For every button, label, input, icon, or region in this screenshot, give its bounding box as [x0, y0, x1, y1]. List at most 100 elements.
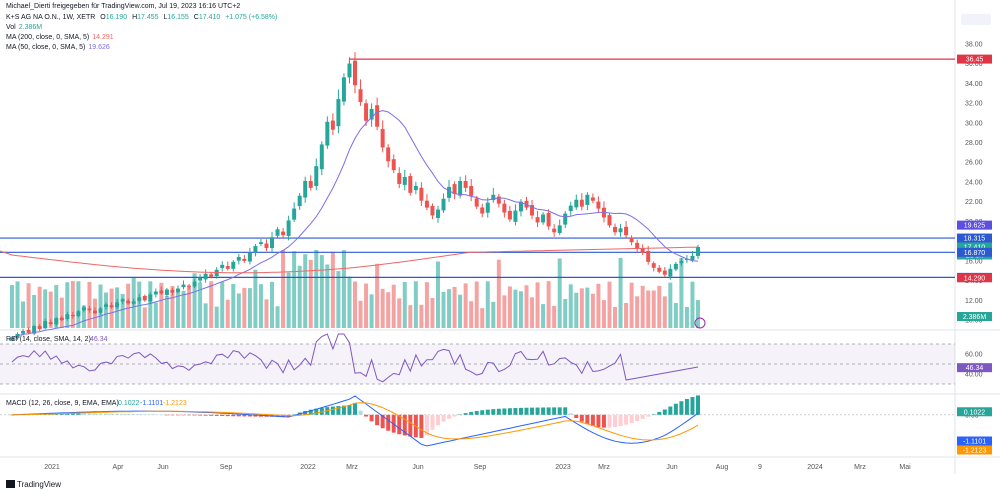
macd-line-header: -1.1101 [140, 400, 163, 407]
macd-hist-bar [502, 408, 507, 415]
candle-body [485, 202, 490, 213]
volume-bar [175, 290, 180, 328]
volume-bar [142, 307, 147, 328]
volume-bar [452, 286, 457, 328]
macd-signal-value-text: -1.2123 [963, 448, 987, 455]
price-tick-label: 16.00 [965, 258, 983, 265]
macd-hist-bar [375, 414, 380, 426]
macd-hist-bar [247, 414, 252, 417]
candle-body [347, 63, 352, 78]
volume-bar [546, 281, 551, 328]
candle-body [690, 255, 695, 261]
volume-bar [391, 284, 396, 328]
x-tick-label: Aug [716, 464, 729, 471]
macd-hist-bar [148, 414, 153, 415]
macd-hist-bar [624, 414, 629, 425]
price-label-text: 36.45 [966, 57, 984, 64]
candle-body [109, 305, 114, 308]
volume-bar [447, 289, 452, 328]
macd-hist-bar [518, 407, 523, 415]
macd-title: MACD (12, 26, close, 9, EMA, EMA) [6, 400, 119, 407]
volume-bar [491, 301, 496, 328]
price-tick-label: 38.00 [965, 41, 983, 48]
macd-hist-bar [513, 408, 518, 415]
candle-body [59, 317, 64, 321]
settings-button[interactable] [961, 14, 991, 25]
candle-body [419, 187, 424, 201]
candle-body [491, 194, 496, 201]
macd-hist-bar [491, 409, 496, 415]
volume-bar [690, 281, 695, 328]
volume-bar [148, 281, 153, 328]
volume-bar [364, 283, 369, 328]
macd-hist-bar [485, 409, 490, 415]
volume-bar [198, 282, 203, 328]
volume-bar [59, 297, 64, 328]
volume-bar [247, 288, 252, 328]
low-label: L [163, 14, 168, 21]
candle-body [391, 159, 396, 171]
rsi-tick-label: 40.00 [965, 372, 983, 379]
macd-hist-bar [126, 414, 131, 415]
candle-body [170, 290, 175, 293]
volume-bar [15, 281, 20, 328]
volume-bar [126, 283, 131, 328]
volume-bar [314, 250, 319, 328]
macd-hist-bar [585, 414, 590, 425]
macd-hist-bar [546, 407, 551, 415]
high-value: 17.455 [137, 14, 159, 21]
macd-hist-bar [408, 414, 413, 437]
volume-bar [330, 251, 335, 328]
candle-body [618, 228, 623, 233]
macd-hist-bar [557, 407, 562, 415]
candle-body [225, 266, 230, 269]
macd-hist-bar [164, 414, 169, 416]
macd-hist-bar [115, 413, 120, 415]
macd-hist-bar [314, 408, 319, 415]
candle-body [424, 200, 429, 208]
macd-hist-bar [607, 414, 612, 428]
candle-body [541, 214, 546, 223]
candle-body [303, 180, 308, 198]
macd-hist-bar [618, 414, 623, 427]
candle-body [26, 329, 31, 333]
candle-body [673, 263, 678, 270]
macd-hist-bar [275, 414, 280, 417]
macd-hist-bar [137, 414, 142, 415]
macd-hist-bar [441, 414, 446, 422]
candle-body [502, 203, 507, 213]
candle-body [21, 330, 26, 334]
candle-body [153, 291, 158, 295]
macd-hist-bar [690, 397, 695, 415]
candle-body [104, 304, 109, 307]
candle-body [330, 120, 335, 130]
candle-body [87, 308, 92, 311]
macd-hist-bar [242, 414, 247, 417]
macd-hist-bar [203, 414, 208, 416]
macd-hist-bar [480, 410, 485, 415]
tradingview-logo[interactable]: TradingView [6, 480, 61, 489]
x-tick-label: Mrz [346, 464, 358, 471]
macd-hist-bar [10, 414, 14, 416]
candle-body [242, 258, 247, 261]
ma200-line [0, 246, 699, 274]
volume-bar [668, 282, 673, 328]
candle-body [496, 196, 501, 204]
x-tick-label: Sep [474, 464, 487, 471]
macd-hist-bar [530, 407, 535, 415]
rsi-title: RSI (14, close, SMA, 14, 2) [6, 336, 91, 343]
volume-bar [662, 296, 667, 328]
candle-body [43, 321, 48, 329]
candle-body [397, 173, 402, 184]
macd-hist-bar [236, 414, 241, 417]
macd-hist-bar [535, 407, 540, 415]
candle-body [640, 248, 645, 254]
candle-body [430, 205, 435, 216]
candle-body [629, 237, 634, 243]
candle-body [590, 197, 595, 201]
close-value: 17.410 [198, 14, 221, 21]
volume-bar [264, 299, 269, 328]
volume-bar [225, 299, 230, 328]
candle-body [458, 180, 463, 196]
